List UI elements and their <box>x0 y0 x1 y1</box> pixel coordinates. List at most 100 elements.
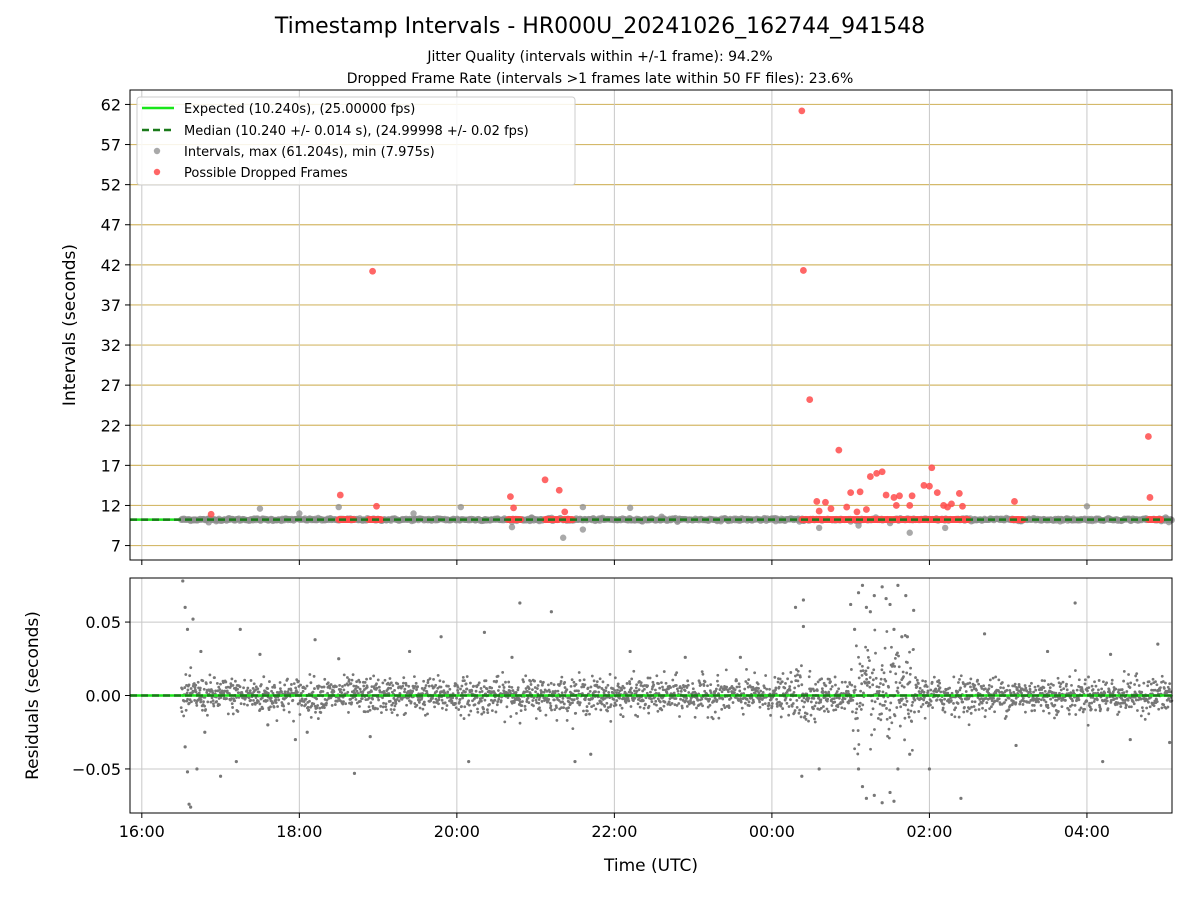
residual-point <box>1109 691 1112 695</box>
residual-point <box>555 706 558 709</box>
residual-point <box>1079 706 1083 710</box>
residual-point <box>614 703 618 707</box>
residual-point <box>990 705 993 709</box>
residual-point <box>224 680 228 684</box>
residual-point <box>574 683 578 686</box>
residual-point <box>805 712 809 716</box>
residual-point <box>709 691 713 695</box>
residual-point <box>787 705 791 708</box>
residual-point <box>988 678 992 682</box>
residual-point <box>603 696 607 700</box>
residual-point <box>923 696 926 699</box>
residual-point <box>962 682 965 685</box>
residual-point <box>740 706 744 710</box>
residual-point <box>968 681 972 685</box>
residual-point <box>797 684 800 688</box>
residual-point <box>219 682 222 686</box>
residual-point <box>716 673 720 677</box>
residual-point <box>1008 688 1012 692</box>
legend-intervals-label: Intervals, max (61.204s), min (7.975s) <box>184 145 435 160</box>
interval-point <box>906 529 913 536</box>
residual-point <box>309 715 313 719</box>
residual-point <box>671 678 675 682</box>
residual-point <box>339 688 343 691</box>
residual-point <box>516 686 520 690</box>
residual-point <box>823 709 826 713</box>
residual-point <box>896 686 900 690</box>
residual-point <box>298 713 302 716</box>
intervals-y-tick-label: 47 <box>101 216 121 235</box>
residual-point <box>673 703 677 707</box>
residual-point <box>1167 697 1171 700</box>
residual-point <box>617 691 621 695</box>
residual-point <box>231 683 235 687</box>
residual-point <box>397 699 401 703</box>
residual-point <box>1049 682 1053 686</box>
residual-point <box>454 702 457 705</box>
residual-point <box>236 710 240 713</box>
residual-point <box>392 708 396 712</box>
residual-point <box>715 698 719 702</box>
residual-point <box>1033 709 1037 712</box>
residual-point <box>792 711 796 715</box>
residual-point <box>680 687 684 690</box>
residual-point <box>391 690 394 694</box>
residual-point <box>654 688 657 692</box>
residual-point <box>987 684 991 687</box>
residual-point <box>347 678 351 682</box>
residual-point <box>393 688 396 692</box>
residual-point <box>583 698 587 702</box>
residual-point <box>304 703 307 706</box>
residual-point <box>793 709 797 712</box>
residual-point <box>1021 697 1025 700</box>
residual-point <box>537 701 541 705</box>
residual-point <box>885 707 888 710</box>
residual-point <box>266 687 270 691</box>
residual-point <box>675 671 679 675</box>
residual-point <box>733 688 737 691</box>
residual-point <box>829 687 833 691</box>
residual-point <box>923 716 927 720</box>
residual-point <box>861 669 865 672</box>
residual-point <box>518 601 522 605</box>
residual-point <box>937 679 941 682</box>
residual-point <box>747 700 751 704</box>
residual-point <box>251 687 255 690</box>
residual-point <box>880 668 884 672</box>
dropped-frame-point <box>856 488 864 496</box>
residual-point <box>812 696 816 700</box>
residual-point <box>390 703 394 707</box>
residual-point <box>758 705 762 709</box>
residual-point <box>340 691 344 694</box>
residual-point <box>598 677 602 681</box>
residual-point <box>249 679 253 682</box>
residual-point <box>1092 700 1096 703</box>
residual-point <box>1106 707 1110 711</box>
residual-point <box>948 686 951 690</box>
residual-point <box>333 703 337 706</box>
time-x-ticks: 16:00 18:00 20:00 22:00 00:00 02:00 04:00 <box>119 813 1110 841</box>
residual-point <box>1101 680 1105 684</box>
residual-point <box>1094 708 1098 712</box>
residual-point <box>691 682 695 685</box>
residual-point <box>482 630 487 634</box>
residual-point <box>752 700 755 704</box>
residual-point <box>185 627 190 632</box>
residual-point <box>906 708 910 712</box>
residual-point <box>257 699 260 703</box>
residual-point <box>1169 690 1173 694</box>
residual-point <box>540 690 544 694</box>
residual-point <box>866 648 870 652</box>
residual-point <box>494 710 498 714</box>
residual-point <box>185 691 189 695</box>
residual-point <box>899 705 903 709</box>
residual-point <box>505 705 509 709</box>
residual-point <box>983 687 987 691</box>
dropped-frame-point <box>1146 494 1154 501</box>
residual-point <box>407 649 412 654</box>
residual-point <box>822 705 825 708</box>
residual-point <box>1162 703 1166 707</box>
residual-point <box>305 730 309 734</box>
residual-point <box>858 704 861 708</box>
residual-point <box>600 702 604 706</box>
